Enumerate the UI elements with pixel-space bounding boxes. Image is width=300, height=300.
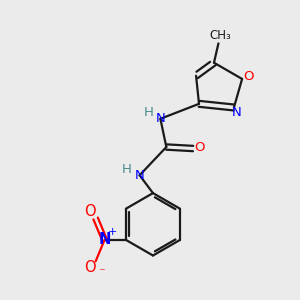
Text: O: O xyxy=(194,141,205,154)
Text: N: N xyxy=(98,232,111,247)
Text: +: + xyxy=(108,226,118,237)
Text: O: O xyxy=(243,70,254,83)
Text: ⁻: ⁻ xyxy=(98,266,104,279)
Text: O: O xyxy=(85,205,96,220)
Text: N: N xyxy=(155,112,165,125)
Text: N: N xyxy=(135,169,145,182)
Text: H: H xyxy=(144,106,154,119)
Text: CH₃: CH₃ xyxy=(209,29,231,43)
Text: O: O xyxy=(85,260,96,275)
Text: H: H xyxy=(122,164,132,176)
Text: N: N xyxy=(232,106,242,119)
